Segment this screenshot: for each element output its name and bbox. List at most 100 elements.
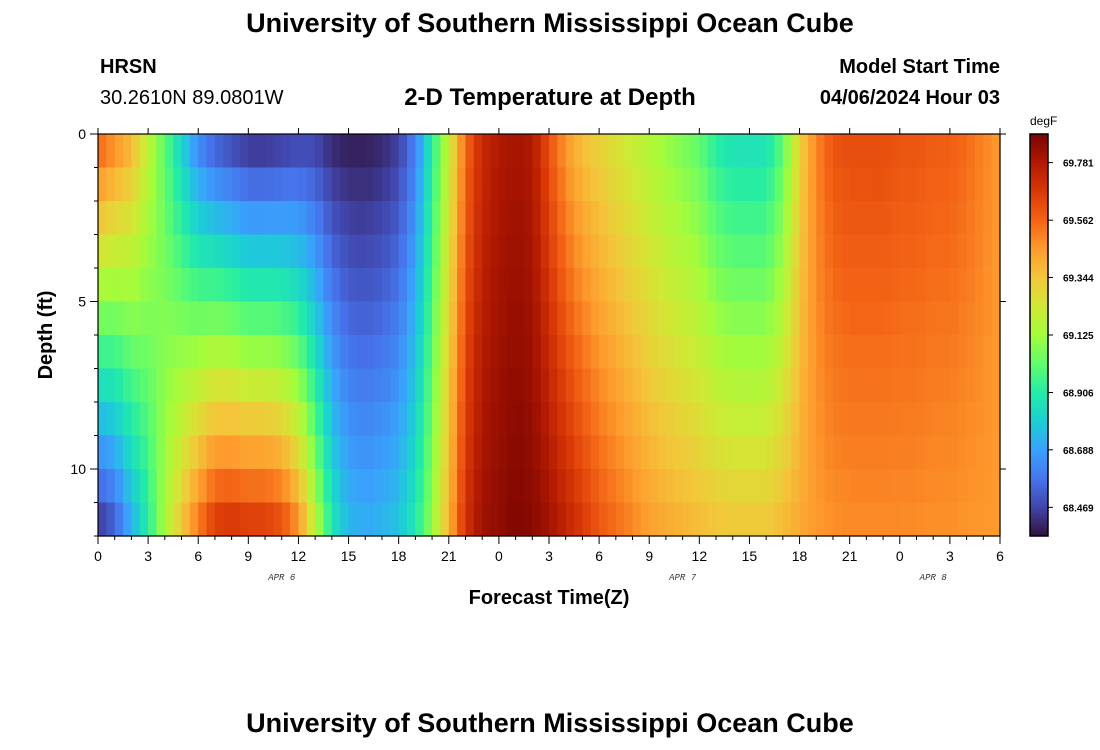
- heatmap-cell: [682, 435, 692, 470]
- heatmap-cell: [156, 301, 166, 336]
- heatmap-cell: [682, 301, 692, 336]
- heatmap-cell: [916, 167, 926, 202]
- heatmap-cell: [98, 469, 107, 504]
- heatmap-cell: [507, 435, 517, 470]
- heatmap-cell: [315, 201, 325, 236]
- heatmap-cell: [774, 335, 784, 370]
- heatmap-cell: [482, 134, 492, 169]
- heatmap-cell: [231, 301, 241, 336]
- heatmap-cell: [356, 234, 366, 269]
- heatmap-cell: [231, 469, 241, 504]
- x-tick-label: 18: [792, 548, 808, 564]
- heatmap-cell: [749, 502, 759, 537]
- heatmap-cell: [899, 167, 909, 202]
- heatmap-cell: [131, 435, 141, 470]
- heatmap-cell: [523, 402, 533, 437]
- heatmap-cell: [832, 167, 842, 202]
- heatmap-cell: [883, 234, 893, 269]
- heatmap-cell: [690, 469, 700, 504]
- heatmap-cell: [974, 167, 984, 202]
- heatmap-cell: [732, 268, 742, 303]
- x-axis-title: Forecast Time(Z): [469, 587, 630, 609]
- heatmap-cell: [473, 335, 483, 370]
- heatmap-cell: [315, 435, 325, 470]
- heatmap-cell: [340, 402, 350, 437]
- heatmap-cell: [223, 335, 233, 370]
- heatmap-cell: [841, 234, 851, 269]
- model-start-label: Model Start Time: [839, 56, 1000, 78]
- heatmap-cell: [557, 134, 567, 169]
- heatmap-cell: [457, 201, 467, 236]
- heatmap-cell: [883, 402, 893, 437]
- heatmap-cell: [448, 469, 458, 504]
- heatmap-cell: [649, 134, 659, 169]
- heatmap-cell: [398, 368, 408, 403]
- page-title: University of Southern Mississippi Ocean…: [246, 8, 854, 38]
- heatmap-cell: [432, 201, 442, 236]
- heatmap-cell: [665, 201, 675, 236]
- heatmap-cell: [281, 469, 291, 504]
- heatmap-cell: [181, 435, 191, 470]
- colorbar-label: 68.906: [1063, 389, 1094, 400]
- heatmap-cell: [549, 301, 558, 336]
- heatmap-cell: [131, 301, 141, 336]
- heatmap-cell: [114, 435, 124, 470]
- heatmap-cell: [908, 134, 918, 169]
- heatmap-cell: [231, 167, 241, 202]
- heatmap-cell: [841, 469, 851, 504]
- heatmap-cell: [590, 402, 600, 437]
- heatmap-cell: [156, 435, 166, 470]
- heatmap-cell: [298, 435, 308, 470]
- heatmap-cell: [966, 268, 976, 303]
- heatmap-cell: [540, 435, 550, 470]
- heatmap-cell: [649, 502, 659, 537]
- heatmap-cell: [323, 368, 333, 403]
- heatmap-cell: [949, 368, 959, 403]
- heatmap-cell: [540, 335, 550, 370]
- heatmap-cell: [356, 201, 366, 236]
- heatmap-cell: [974, 402, 984, 437]
- heatmap-cell: [482, 502, 492, 537]
- heatmap-cell: [223, 502, 233, 537]
- heatmap-cell: [908, 502, 918, 537]
- heatmap-cell: [624, 268, 634, 303]
- heatmap-cell: [256, 402, 266, 437]
- heatmap-cell: [766, 134, 776, 169]
- heatmap-cell: [498, 469, 508, 504]
- heatmap-cell: [549, 335, 558, 370]
- heatmap-cell: [540, 134, 550, 169]
- heatmap-cell: [164, 402, 174, 437]
- heatmap-cell: [958, 134, 968, 169]
- heatmap-cell: [590, 368, 600, 403]
- heatmap-cell: [724, 502, 734, 537]
- heatmap-cell: [582, 402, 592, 437]
- heatmap-cell: [824, 435, 834, 470]
- heatmap-cell: [874, 301, 884, 336]
- heatmap-cell: [532, 402, 542, 437]
- heatmap-cell: [123, 402, 133, 437]
- heatmap-cell: [248, 435, 258, 470]
- heatmap-cell: [766, 201, 776, 236]
- heatmap-cell: [949, 502, 959, 537]
- heatmap-cells: [98, 134, 1001, 537]
- heatmap-cell: [908, 435, 918, 470]
- heatmap-cell: [189, 301, 199, 336]
- heatmap-cell: [523, 268, 533, 303]
- heatmap-cell: [624, 201, 634, 236]
- heatmap-cell: [239, 368, 249, 403]
- heatmap-cell: [407, 268, 416, 303]
- heatmap-cell: [632, 502, 642, 537]
- heatmap-cell: [148, 167, 158, 202]
- heatmap-cell: [381, 335, 391, 370]
- heatmap-cell: [381, 469, 391, 504]
- heatmap-cell: [231, 402, 241, 437]
- heatmap-cell: [206, 201, 216, 236]
- heatmap-cell: [415, 201, 425, 236]
- heatmap-cell: [373, 201, 383, 236]
- heatmap-cell: [189, 402, 199, 437]
- heatmap-cell: [164, 435, 174, 470]
- heatmap-cell: [924, 335, 934, 370]
- heatmap-cell: [732, 301, 742, 336]
- heatmap-cell: [365, 435, 375, 470]
- heatmap-cell: [381, 134, 391, 169]
